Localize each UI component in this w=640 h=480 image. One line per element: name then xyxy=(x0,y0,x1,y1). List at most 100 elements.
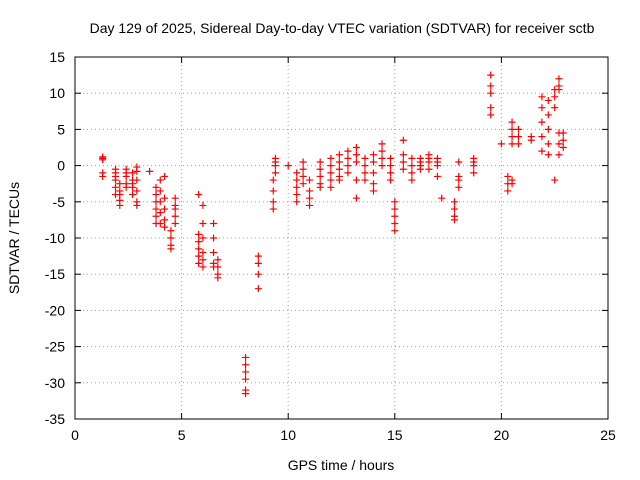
data-point xyxy=(387,162,395,170)
data-point xyxy=(129,191,137,199)
y-tick-label: -5 xyxy=(53,194,66,210)
data-cluster xyxy=(152,183,160,228)
data-point xyxy=(335,158,343,166)
data-point xyxy=(369,169,377,177)
data-point xyxy=(369,151,377,159)
data-point xyxy=(327,176,335,184)
data-point xyxy=(527,136,535,144)
data-point xyxy=(161,223,169,231)
data-point xyxy=(199,263,207,271)
data-point xyxy=(156,187,164,195)
data-point xyxy=(133,163,141,171)
data-point xyxy=(161,205,169,213)
data-point xyxy=(408,162,416,170)
data-point xyxy=(544,151,552,159)
data-point xyxy=(171,194,179,202)
data-point xyxy=(171,220,179,228)
data-point xyxy=(450,205,458,213)
data-point xyxy=(269,198,277,206)
data-point xyxy=(156,209,164,217)
data-point xyxy=(284,162,292,170)
data-point xyxy=(555,140,563,148)
data-cluster xyxy=(214,256,222,282)
data-point xyxy=(195,191,203,199)
data-point xyxy=(470,169,478,177)
y-tick-label: 10 xyxy=(49,85,65,101)
data-point xyxy=(387,169,395,177)
data-point xyxy=(171,201,179,209)
y-tick-label: -25 xyxy=(45,339,65,355)
data-cluster xyxy=(361,154,369,184)
data-point xyxy=(555,86,563,94)
data-cluster xyxy=(146,167,154,175)
data-point xyxy=(559,129,567,137)
data-point xyxy=(378,162,386,170)
data-point xyxy=(112,172,120,180)
data-point xyxy=(327,162,335,170)
data-point xyxy=(361,162,369,170)
data-point xyxy=(214,274,222,282)
data-point xyxy=(293,183,301,191)
data-point xyxy=(508,133,516,141)
data-point xyxy=(399,165,407,173)
data-point xyxy=(133,201,141,209)
data-point xyxy=(299,165,307,173)
data-point xyxy=(514,140,522,148)
data-point xyxy=(551,93,559,101)
data-point xyxy=(391,220,399,228)
data-point xyxy=(551,104,559,112)
data-cluster xyxy=(199,201,207,271)
data-point xyxy=(399,136,407,144)
chart-title: Day 129 of 2025, Sidereal Day-to-day VTE… xyxy=(90,20,595,36)
data-point xyxy=(242,368,250,376)
data-cluster xyxy=(514,125,522,148)
data-point xyxy=(544,96,552,104)
data-cluster xyxy=(470,154,478,177)
data-cluster xyxy=(508,118,516,188)
data-cluster xyxy=(284,162,292,170)
data-point xyxy=(344,154,352,162)
data-point xyxy=(487,89,495,97)
data-point xyxy=(167,234,175,242)
data-point xyxy=(387,154,395,162)
data-cluster xyxy=(129,169,137,199)
y-axis-label: SDTVAR / TECUs xyxy=(6,182,22,294)
data-cluster xyxy=(555,75,563,159)
data-point xyxy=(433,162,441,170)
data-point xyxy=(152,212,160,220)
data-point xyxy=(369,187,377,195)
data-point xyxy=(455,158,463,166)
data-cluster xyxy=(242,353,250,398)
data-point xyxy=(538,118,546,126)
data-point xyxy=(129,169,137,177)
data-point xyxy=(316,172,324,180)
data-point xyxy=(199,256,207,264)
data-point xyxy=(199,201,207,209)
data-point xyxy=(450,216,458,224)
data-cluster xyxy=(269,176,277,213)
data-point xyxy=(361,169,369,177)
data-point xyxy=(299,172,307,180)
data-point xyxy=(344,162,352,170)
data-point xyxy=(116,187,124,195)
data-cluster xyxy=(112,165,120,199)
data-point xyxy=(391,212,399,220)
data-cluster xyxy=(195,191,203,267)
data-point xyxy=(254,252,262,260)
data-point xyxy=(487,82,495,90)
data-point xyxy=(199,220,207,228)
data-point xyxy=(129,180,137,188)
data-point xyxy=(116,196,124,204)
data-point xyxy=(416,165,424,173)
data-point xyxy=(497,140,505,148)
data-point xyxy=(156,220,164,228)
data-cluster xyxy=(527,133,535,144)
data-cluster xyxy=(438,194,446,202)
data-point xyxy=(271,162,279,170)
data-point xyxy=(327,169,335,177)
data-point xyxy=(450,198,458,206)
data-cluster xyxy=(497,140,505,148)
data-point xyxy=(538,147,546,155)
data-point xyxy=(293,198,301,206)
data-cluster xyxy=(544,96,552,159)
